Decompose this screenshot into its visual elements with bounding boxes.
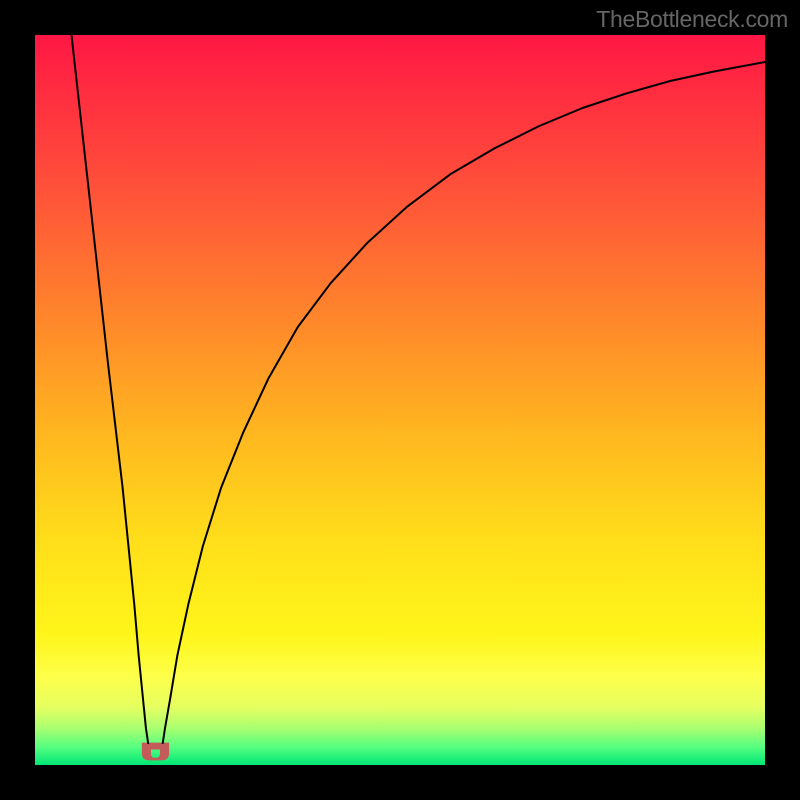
plot-svg <box>35 35 765 765</box>
gradient-background <box>35 35 765 765</box>
watermark-text: TheBottleneck.com <box>596 6 788 33</box>
plot-frame <box>35 35 765 765</box>
chart-container: TheBottleneck.com <box>0 0 800 800</box>
